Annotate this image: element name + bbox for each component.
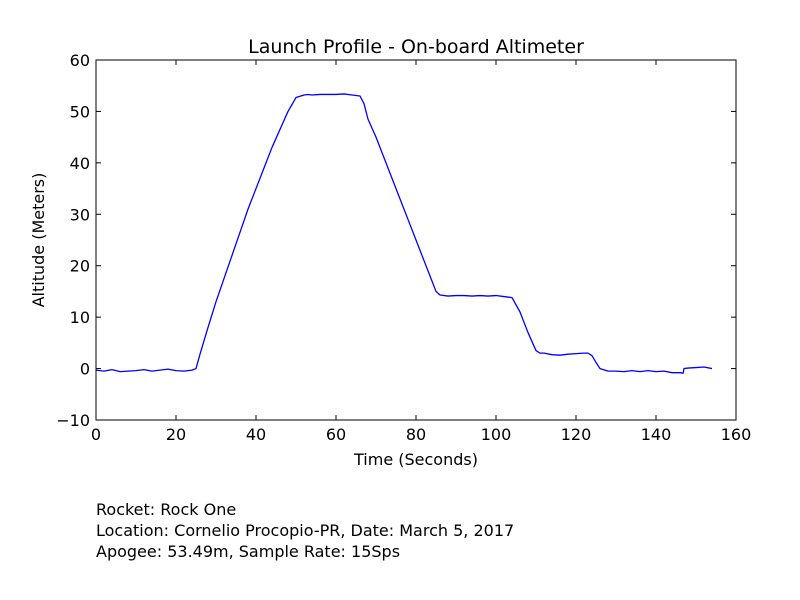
altitude-line-chart: Launch Profile - On-board Altimeter 0 20 4… — [29, 36, 751, 469]
x-tick-label: 160 — [721, 425, 752, 444]
y-tick-label: 10 — [70, 308, 90, 327]
flight-info: Rocket: Rock One Location: Cornelio Proc… — [96, 499, 514, 562]
location-date-info: Location: Cornelio Procopio-PR, Date: Ma… — [96, 521, 515, 540]
apogee-rate-info: Apogee: 53.49m, Sample Rate: 15Sps — [96, 542, 401, 561]
y-tick-label: 50 — [70, 102, 90, 121]
x-tick-label: 40 — [246, 425, 266, 444]
x-axis-label: Time (Seconds) — [353, 450, 478, 469]
y-tick-label: 40 — [70, 154, 90, 173]
y-tick-label: 60 — [70, 51, 90, 70]
y-axis-label: Altitude (Meters) — [29, 173, 48, 308]
altitude-series-line — [95, 93, 713, 374]
x-tick-label: 100 — [481, 425, 512, 444]
plot-area — [95, 93, 713, 374]
y-tick-label: 30 — [70, 205, 90, 224]
y-tick-label: 0 — [80, 360, 90, 379]
x-tick-label: 0 — [91, 425, 101, 444]
y-tick-label: 20 — [70, 257, 90, 276]
y-tick-label: −10 — [56, 411, 90, 430]
x-tick-label: 140 — [641, 425, 672, 444]
rocket-info: Rocket: Rock One — [96, 500, 237, 519]
x-tick-label: 80 — [406, 425, 426, 444]
x-tick-label: 120 — [561, 425, 592, 444]
x-tick-label: 20 — [166, 425, 186, 444]
chart-title: Launch Profile - On-board Altimeter — [248, 36, 584, 58]
x-tick-label: 60 — [326, 425, 346, 444]
